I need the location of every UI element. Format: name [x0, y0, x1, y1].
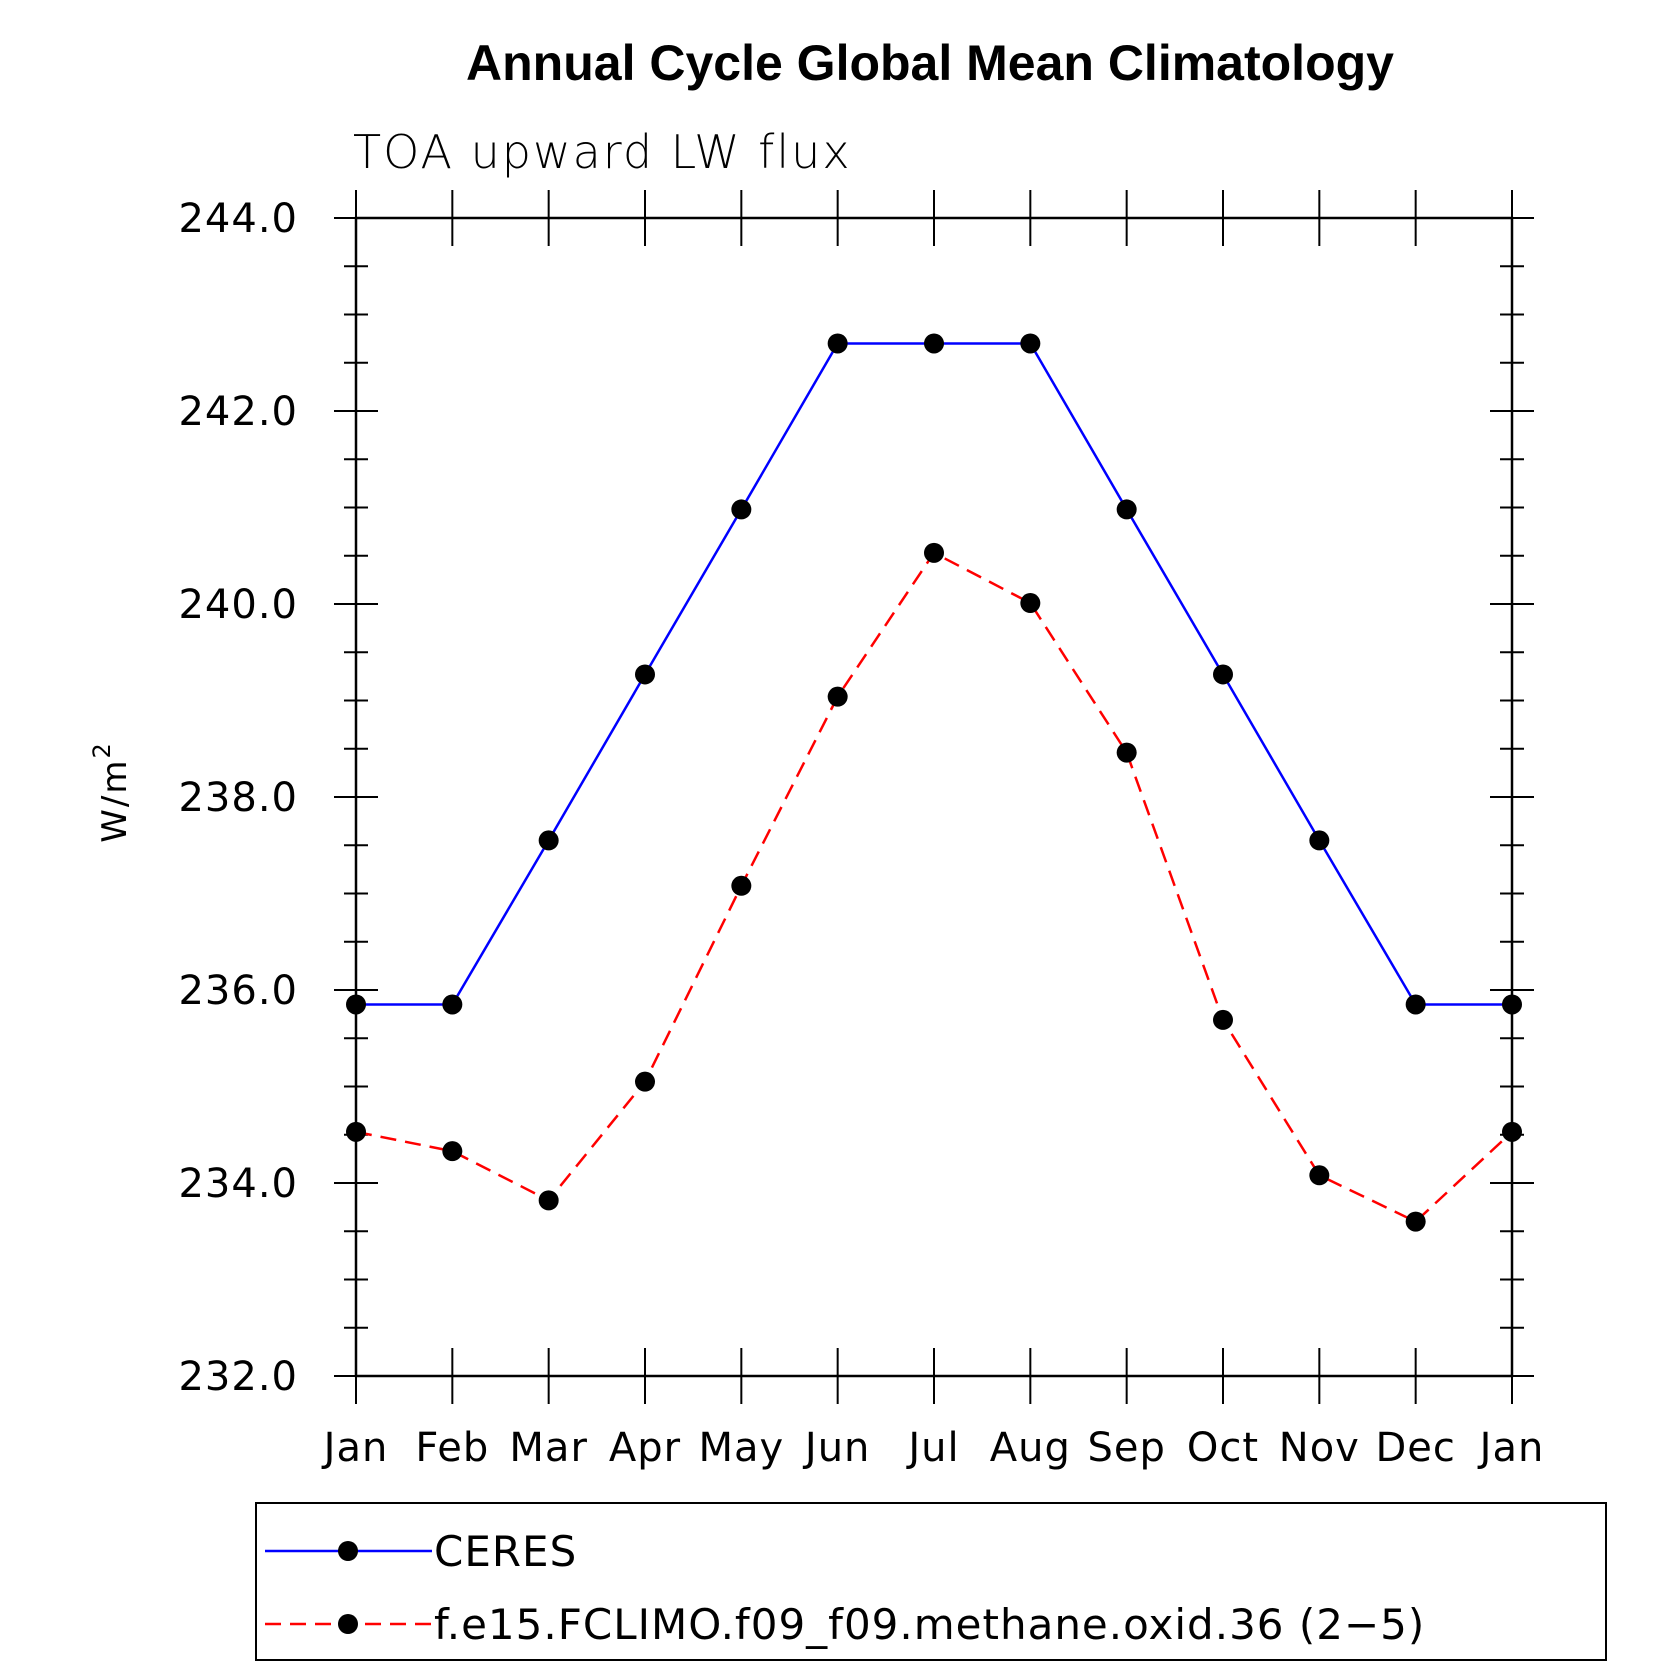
- x-tick-label: Apr: [609, 1425, 681, 1471]
- series-0-point: [1020, 333, 1041, 354]
- series-1-point: [731, 875, 752, 896]
- plot-area: 232.0 234.0 236.0 238.0 240.0 242.0 244.0 Jan F…: [178, 190, 1545, 1471]
- x-tick-label: Feb: [415, 1425, 489, 1471]
- series-1-point: [538, 1190, 559, 1211]
- series-0-point: [1405, 994, 1426, 1015]
- series-0-point: [442, 994, 463, 1015]
- legend-box: [255, 1502, 1607, 1661]
- series-1-point: [1502, 1121, 1522, 1142]
- series-layer: [346, 333, 1522, 1232]
- x-tick-label: May: [698, 1425, 784, 1471]
- y-tick-label: 244.0: [178, 196, 298, 242]
- series-line-0: [356, 342, 1512, 1006]
- legend-entry-model: f.e15.FCLIMO.f09_f09.methane.oxid.36 (2−…: [265, 1600, 1425, 1649]
- y-axis-label-superscript: 2: [88, 741, 116, 758]
- series-line-1: [355, 551, 1513, 1224]
- y-tick-label: 234.0: [178, 1161, 298, 1207]
- series-1-point: [442, 1141, 463, 1162]
- legend-label-ceres: CERES: [434, 1527, 577, 1576]
- x-tick-label: Nov: [1279, 1425, 1360, 1471]
- series-0-point: [1213, 664, 1233, 685]
- series-1-point: [1213, 1009, 1233, 1030]
- y-axis-ticks: 232.0 234.0 236.0 238.0 240.0 242.0 244.0: [178, 196, 1534, 1400]
- series-1-point: [827, 686, 848, 707]
- y-tick-label: 236.0: [178, 968, 298, 1014]
- x-tick-label: Jun: [802, 1425, 871, 1471]
- legend: CERES f.e15.FCLIMO.f09_f09.methane.oxid.…: [255, 1502, 1607, 1661]
- x-tick-label: Mar: [509, 1425, 587, 1471]
- chart-title: Annual Cycle Global Mean Climatology: [466, 35, 1394, 91]
- series-0-point: [1116, 499, 1137, 520]
- series-1-point: [635, 1071, 655, 1092]
- series-1-point: [924, 542, 944, 563]
- series-1-point: [1309, 1165, 1330, 1186]
- x-tick-label: Aug: [990, 1425, 1071, 1471]
- y-tick-label: 240.0: [178, 582, 298, 628]
- legend-swatch-marker: [338, 1614, 358, 1634]
- plot-frame: [354, 216, 1514, 1378]
- series-0-point: [924, 333, 944, 354]
- chart-subtitle: TOA upward LW flux: [353, 125, 852, 179]
- x-tick-label: Sep: [1087, 1425, 1165, 1471]
- x-axis-ticks: Jan Feb Mar Apr May Jun Jul Aug Sep Oct Nov Dec Jan: [321, 190, 1545, 1471]
- series-1-point: [1405, 1211, 1426, 1232]
- series-0-point: [731, 499, 752, 520]
- x-tick-label: Oct: [1187, 1425, 1259, 1471]
- series-0-point: [1309, 830, 1330, 851]
- legend-swatch-marker: [338, 1541, 358, 1561]
- series-0-point: [1502, 994, 1522, 1015]
- y-tick-label: 238.0: [178, 775, 298, 821]
- y-axis-label: W/m2: [88, 741, 135, 842]
- series-1-point: [1116, 742, 1137, 763]
- x-tick-label: Jan: [321, 1425, 389, 1471]
- series-0-point: [827, 333, 848, 354]
- series-0-point: [635, 664, 655, 685]
- legend-entry-ceres: CERES: [265, 1527, 577, 1576]
- y-tick-label: 242.0: [178, 389, 298, 435]
- y-tick-label: 232.0: [178, 1354, 298, 1400]
- series-1-point: [1020, 593, 1041, 614]
- series-1-point: [346, 1121, 366, 1142]
- x-tick-label: Dec: [1375, 1425, 1455, 1471]
- y-axis-label-text: W/m: [95, 759, 135, 843]
- x-tick-label: Jul: [905, 1425, 959, 1471]
- legend-label-model: f.e15.FCLIMO.f09_f09.methane.oxid.36 (2−…: [434, 1600, 1425, 1649]
- series-0-point: [538, 830, 559, 851]
- series-0-point: [346, 994, 366, 1015]
- x-tick-label: Jan: [1477, 1425, 1545, 1471]
